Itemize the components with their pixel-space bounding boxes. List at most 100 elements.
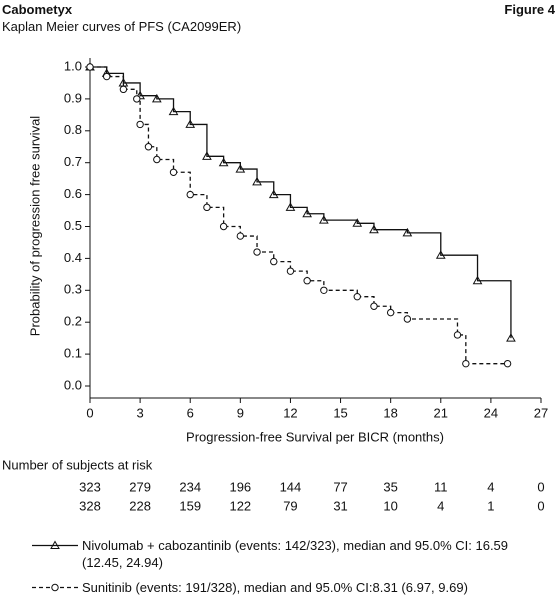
censor-marker [353,292,361,301]
y-tick-label: 0.2 [64,314,82,329]
at-risk-count: 11 [434,479,448,494]
censor-marker [303,277,311,285]
censor-marker [219,222,228,231]
censor-marker [268,189,279,199]
km-curve [90,66,512,339]
censor-marker [169,168,178,176]
censor-marker [50,540,60,549]
at-risk-count: 328 [79,498,101,513]
y-tick-label: 0.3 [64,282,82,297]
censor-marker [136,120,144,129]
at-risk-count: 1 [487,498,494,513]
censor-marker [51,583,59,592]
figure-label: Figure 4 [504,2,555,17]
censor-marker [453,331,462,339]
y-tick-label: 0.7 [64,154,82,169]
legend-entry: Nivolumab + cabozantinib (events: 142/32… [30,537,550,571]
at-risk-count: 31 [333,498,347,513]
x-tick-label: 0 [86,405,93,420]
censor-marker [252,176,262,186]
censor-marker [506,333,516,342]
y-tick-label: 1.0 [64,58,82,73]
at-risk-count: 122 [229,498,251,513]
censor-marker [153,155,161,164]
at-risk-count: 35 [383,479,397,494]
at-risk-count: 4 [437,498,444,513]
censor-marker [318,215,329,224]
censor-marker [402,227,413,237]
at-risk-count: 77 [333,479,347,494]
at-risk-count: 228 [129,498,151,513]
at-risk-count: 234 [179,479,201,494]
x-tick-label: 27 [534,405,548,420]
y-tick-label: 0.0 [64,377,82,392]
censor-marker [186,190,194,199]
at-risk-count: 144 [280,479,302,494]
censor-marker [302,208,313,218]
km-curve [90,66,508,365]
legend-label: Sunitinib (events: 191/328), median and … [82,580,468,595]
at-risk-count: 0 [537,498,544,513]
censor-marker [103,72,111,81]
at-risk-count: 0 [537,479,544,494]
at-risk-count: 10 [383,498,397,513]
x-axis-label: Progression-free Survival per BICR (mont… [186,429,444,444]
y-tick-label: 0.6 [64,186,82,201]
censor-marker [144,143,153,151]
censor-marker [203,203,211,212]
y-tick-label: 0.9 [64,90,82,105]
x-tick-label: 6 [187,405,194,420]
header: Cabometyx [2,2,73,17]
at-risk-title: Number of subjects at risk [2,457,153,472]
legend-label: Nivolumab + cabozantinib (events: 142/32… [82,538,509,570]
censor-marker [352,218,363,227]
at-risk-count: 196 [229,479,251,494]
censor-marker [218,157,229,167]
censor-marker [119,85,128,94]
censor-marker [285,202,296,211]
legend-entry: Sunitinib (events: 191/328), median and … [30,579,550,596]
chart: Progression-free Survival per BICR (mont… [2,58,548,513]
censor-marker [253,248,261,256]
censor-marker [503,359,512,368]
censor-marker [370,302,378,310]
x-tick-label: 9 [237,405,244,420]
censor-marker [86,63,94,71]
x-tick-label: 3 [136,405,143,420]
y-axis-label: Probability of progression free survival [27,116,42,336]
y-tick-label: 0.8 [64,122,82,137]
censor-marker [168,106,179,116]
censor-marker [270,257,278,266]
at-risk-count: 79 [283,498,297,513]
at-risk-count: 159 [179,498,201,513]
censor-marker [320,286,328,294]
x-tick-label: 12 [283,405,297,420]
censor-marker [185,119,196,128]
y-tick-label: 0.1 [64,346,82,361]
censor-marker [235,164,246,173]
censor-marker [133,95,141,103]
censor-marker [386,308,395,317]
x-tick-label: 24 [484,405,498,420]
censor-marker [236,232,245,240]
x-tick-label: 18 [383,405,397,420]
x-tick-label: 15 [333,405,347,420]
censor-marker [472,275,483,285]
legend-swatch [32,540,78,549]
chart-title: Kaplan Meier curves of PFS (CA2099ER) [2,19,242,34]
y-tick-label: 0.5 [64,218,82,233]
censor-marker [435,250,446,259]
censor-marker [462,359,470,368]
censor-marker [286,267,295,275]
censor-marker [369,224,379,234]
censor-marker [151,93,162,103]
censor-marker [202,151,212,160]
at-risk-count: 4 [487,479,494,494]
at-risk-count: 279 [129,479,151,494]
censor-marker [403,315,412,323]
y-tick-label: 0.4 [64,250,82,265]
at-risk-count: 323 [79,479,101,494]
legend-swatch [32,583,78,592]
x-tick-label: 21 [434,405,448,420]
